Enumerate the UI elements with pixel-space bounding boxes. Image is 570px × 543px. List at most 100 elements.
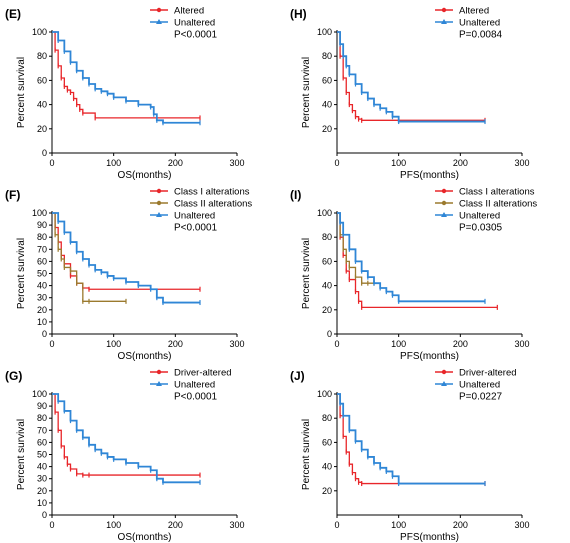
y-tick-label: 60 [37,75,47,85]
panel-h: (H) 20 40 60 80 100 0 100 200 300 PFS(months) Perce… [285,0,570,182]
y-axis-label: Percent survival [301,57,312,128]
legend-label: Class II alterations [174,199,252,210]
legend-circle-marker [441,7,447,13]
y-tick-label: 20 [37,486,47,496]
x-tick-label: 100 [106,339,121,349]
legend-label: Driver-altered [459,368,517,379]
y-tick-label: 40 [37,281,47,291]
x-tick-label: 0 [334,339,339,349]
y-tick-label: 80 [322,232,332,242]
panel-j: (J) 20 40 60 80 100 0 100 200 300 PFS(months) Perce… [285,362,570,543]
y-tick-label: 70 [37,425,47,435]
x-axis-label: OS(months) [118,532,172,543]
legend-circle-marker [441,200,447,206]
legend-triangle-marker [441,19,447,24]
legend-circle-marker [441,188,447,194]
panel-f: (F) 0 10 20 30 40 50 60 70 80 90 100 0 100 200 300 OS(mo… [0,181,285,363]
legend-triangle-marker [156,381,162,386]
series-line-unaltered [337,31,485,123]
legend-triangle-marker [156,212,162,217]
y-tick-label: 80 [37,413,47,423]
legend-label: Driver-altered [174,368,232,379]
panel-label: (I) [290,188,301,202]
y-tick-label: 100 [317,208,332,218]
y-tick-label: 40 [37,462,47,472]
x-axis-label: PFS(months) [400,351,459,362]
x-tick-label: 200 [168,520,183,530]
chart-svg-h: (H) 20 40 60 80 100 0 100 200 300 PFS(months) Perce… [290,6,530,182]
x-tick-label: 0 [334,158,339,168]
chart-svg-e: (E) 0 20 40 60 80 100 0 100 200 300 OS(months) Perce… [5,6,245,182]
y-axis-label: Percent survival [16,238,27,309]
y-tick-label: 100 [317,27,332,37]
x-tick-label: 300 [229,339,244,349]
x-tick-label: 300 [514,339,529,349]
legend-triangle-marker [441,381,447,386]
y-tick-label: 60 [37,437,47,447]
legend-circle-marker [156,188,162,194]
x-tick-label: 300 [229,158,244,168]
series-line-class-i-alterations [337,212,498,309]
y-tick-label: 20 [322,305,332,315]
x-tick-label: 0 [334,520,339,530]
y-tick-label: 100 [32,208,47,218]
x-axis-label: OS(months) [118,170,172,181]
y-tick-label: 0 [42,148,47,158]
x-tick-label: 100 [391,339,406,349]
y-tick-label: 50 [37,450,47,460]
p-value-label: P<0.0001 [174,223,218,234]
x-tick-label: 100 [106,520,121,530]
chart-svg-j: (J) 20 40 60 80 100 0 100 200 300 PFS(months) Perce… [290,368,530,543]
series-line-class-i-alterations [52,212,200,290]
x-tick-label: 0 [49,520,54,530]
y-tick-label: 40 [322,281,332,291]
series-line-unaltered [52,31,200,124]
y-tick-label: 60 [322,437,332,447]
y-tick-label: 0 [42,329,47,339]
legend-label: Class I alterations [174,187,250,198]
x-axis-label: PFS(months) [400,170,459,181]
chart-svg-i: (I) 0 20 40 60 80 100 0 100 200 300 PFS(months) Perc… [290,187,537,363]
y-tick-label: 100 [32,27,47,37]
legend-triangle-marker [156,19,162,24]
y-tick-label: 20 [322,486,332,496]
y-tick-label: 80 [37,51,47,61]
y-tick-label: 90 [37,401,47,411]
y-axis-label: Percent survival [16,57,27,128]
x-tick-label: 100 [106,158,121,168]
y-tick-label: 40 [322,462,332,472]
x-tick-label: 200 [168,158,183,168]
x-axis-label: OS(months) [118,351,172,362]
y-tick-label: 100 [32,389,47,399]
y-axis-label: Percent survival [16,419,27,490]
legend-label: Unaltered [174,211,215,222]
panel-g: (G) 0 10 20 30 40 50 60 70 80 90 100 0 100 200 300 OS(mo… [0,362,285,543]
chart-svg-f: (F) 0 10 20 30 40 50 60 70 80 90 100 0 100 200 300 OS(mo… [5,187,252,363]
panel-label: (J) [290,369,305,383]
legend-label: Altered [174,6,204,17]
legend-label: Unaltered [459,211,500,222]
y-tick-label: 60 [322,75,332,85]
x-tick-label: 100 [391,158,406,168]
y-tick-label: 30 [37,474,47,484]
y-tick-label: 40 [37,100,47,110]
x-tick-label: 200 [453,158,468,168]
p-value-label: P<0.0001 [174,392,218,403]
series-line-driver-altered [337,393,485,485]
p-value-label: P=0.0227 [459,392,503,403]
y-tick-label: 10 [37,317,47,327]
x-tick-label: 200 [453,339,468,349]
y-tick-label: 80 [322,51,332,61]
legend-label: Unaltered [174,380,215,391]
legend-circle-marker [156,369,162,375]
x-tick-label: 300 [514,520,529,530]
panel-label: (F) [5,188,20,202]
x-tick-label: 0 [49,339,54,349]
panel-i: (I) 0 20 40 60 80 100 0 100 200 300 PFS(months) Perc… [285,181,570,363]
x-tick-label: 300 [514,158,529,168]
y-tick-label: 0 [42,510,47,520]
legend-circle-marker [156,7,162,13]
x-tick-label: 200 [168,339,183,349]
y-tick-label: 0 [327,329,332,339]
